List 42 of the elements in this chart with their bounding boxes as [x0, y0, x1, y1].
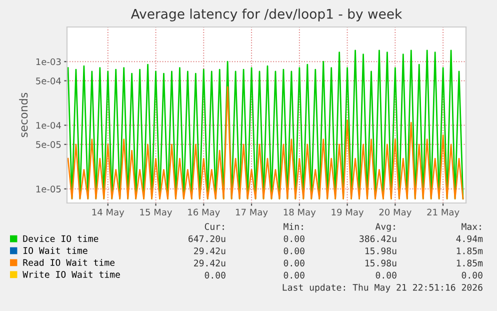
- x-tick-label: 14 May: [92, 208, 124, 218]
- text: Min:: [284, 222, 303, 230]
- legend-label: IO Wait time: [24, 246, 88, 254]
- text: 29.42u: [194, 260, 226, 266]
- text: 0.00: [284, 272, 304, 279]
- text: Cur:: [204, 223, 224, 230]
- y-tick-label: 1e-03: [36, 58, 61, 66]
- legend-label: Device IO time: [23, 235, 98, 242]
- text: 0.00: [376, 272, 396, 279]
- text: Max:: [462, 223, 481, 230]
- y-tick-label: 1e-04: [36, 122, 61, 129]
- text: 15.98u: [365, 260, 396, 266]
- x-tick-label: 15 May: [140, 208, 172, 218]
- x-tick-label: 16 May: [188, 208, 220, 218]
- text: 0.00: [284, 260, 304, 266]
- text: 15.98u: [365, 247, 396, 254]
- line-series: [67, 86, 464, 200]
- x-tick-label: 19 May: [332, 208, 364, 218]
- text: 1.85m: [456, 247, 483, 254]
- y-tick-label: 1e-05: [36, 186, 61, 192]
- y-tick-label: 5e-04: [36, 78, 61, 84]
- text: 0.00: [462, 272, 482, 279]
- text: Last update: Thu May 21 22:51:16 2026: [282, 284, 482, 293]
- text: 29.42u: [194, 247, 226, 254]
- y-tick-label: 5e-05: [36, 141, 61, 148]
- legend-label: Read IO Wait time: [23, 258, 115, 266]
- chart-title: Average latency for /dev/loop1 - by week: [130, 8, 402, 22]
- text: 386.42u: [360, 235, 396, 242]
- text: 0.00: [284, 235, 304, 242]
- text: Avg:: [375, 223, 395, 232]
- text: 4.94m: [456, 235, 483, 242]
- x-tick-label: 18 May: [284, 208, 316, 218]
- x-tick-label: 20 May: [379, 208, 412, 218]
- legend-label: Write IO Wait time: [22, 270, 120, 278]
- x-tick-label: 21 May: [427, 208, 460, 218]
- text: 1.85m: [456, 260, 483, 266]
- text: 0.00: [284, 247, 304, 254]
- text: 647.20u: [188, 235, 226, 242]
- text: 0.00: [204, 272, 226, 279]
- line-series: [67, 50, 464, 200]
- y-axis-title: seconds: [19, 92, 28, 138]
- x-tick-label: 17 May: [236, 208, 268, 218]
